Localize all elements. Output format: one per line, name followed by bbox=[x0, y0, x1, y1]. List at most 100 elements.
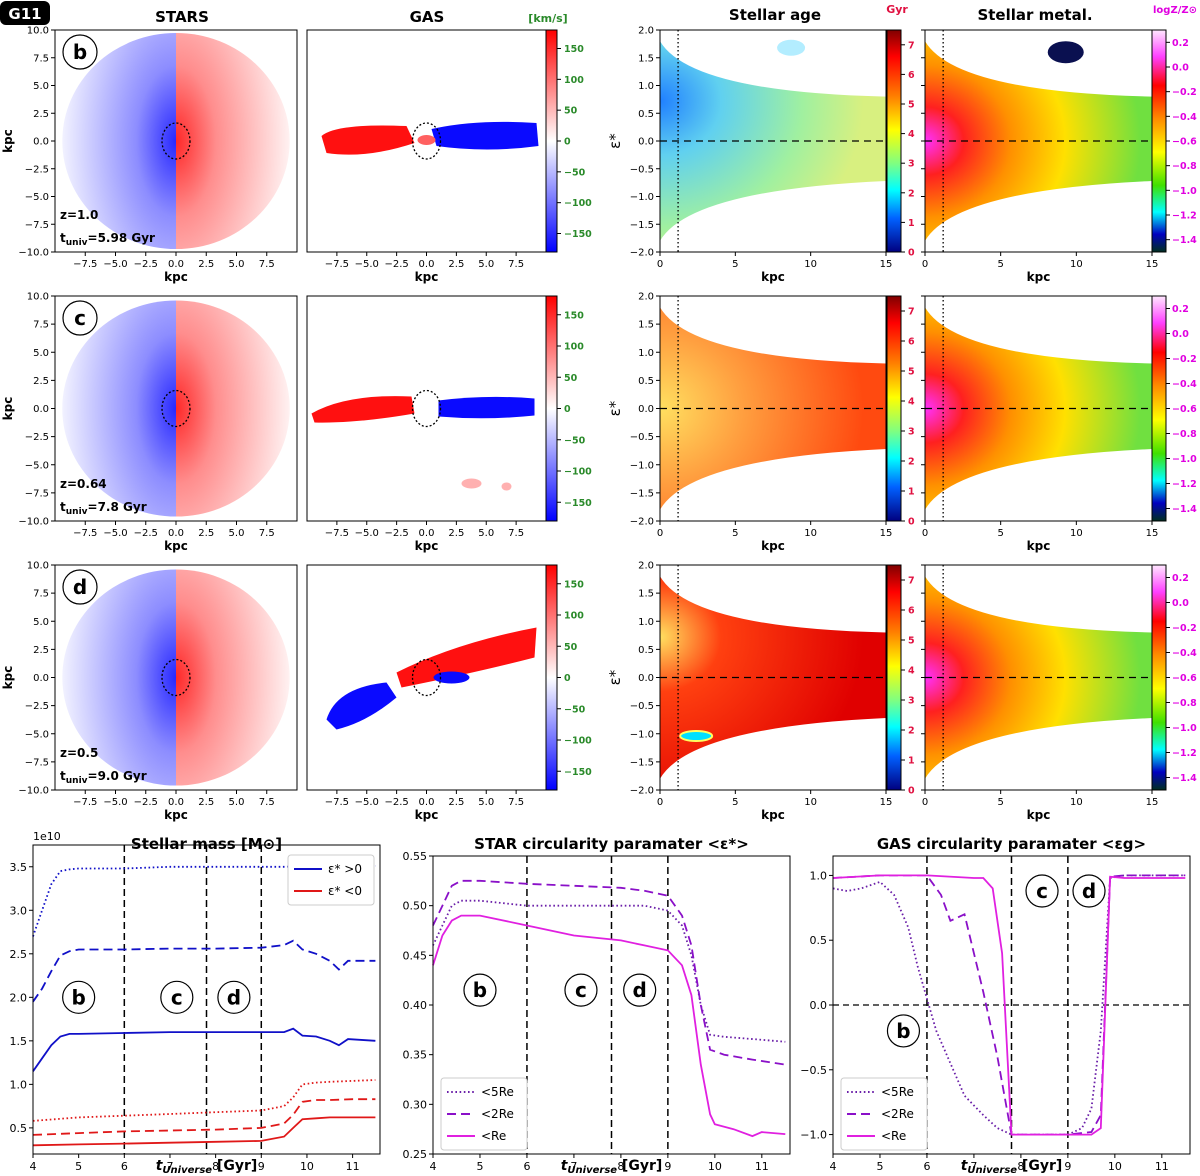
y-axis-label: kpc bbox=[1, 666, 15, 690]
snapshot-marker-circle bbox=[160, 980, 194, 1014]
series-line-6 bbox=[32, 1116, 376, 1147]
snapshot-marker-b: b bbox=[463, 973, 497, 1007]
x-tick-label: 9 bbox=[258, 1160, 265, 1173]
x-tick-label: 5.0 bbox=[478, 528, 494, 539]
x-tick-label: −7.5 bbox=[73, 797, 97, 808]
colorbar-tick-label: 3 bbox=[908, 696, 915, 707]
snapshot-marker-circle bbox=[217, 980, 251, 1014]
colorbar-tick-label: −50 bbox=[564, 435, 586, 446]
low-metal-clump bbox=[1047, 41, 1084, 64]
gas-approaching-region bbox=[438, 396, 535, 419]
x-tick-label: 5 bbox=[732, 259, 738, 270]
rotation-receding-side bbox=[176, 300, 290, 517]
metal-phase-panel: 0 5 10 15 kpc bbox=[921, 295, 1158, 553]
legend-box bbox=[440, 1077, 528, 1151]
y-tick-label: −0.5 bbox=[630, 701, 654, 712]
rotation-approaching-side bbox=[62, 300, 177, 517]
y-tick-label: −10.0 bbox=[18, 517, 49, 528]
y-tick-label: 0.0 bbox=[33, 673, 49, 684]
colorbar-tick-label: −0.2 bbox=[1172, 87, 1197, 98]
series-line-1 bbox=[832, 874, 1186, 1136]
snapshot-marker-label: d bbox=[1082, 879, 1096, 903]
stars-map-panel: 10.0 7.5 5.0 2.5 0.0 −2.5 −5.0 −7.5 −10.0 kpc −7.5… bbox=[1, 561, 298, 822]
colorbar-tick-label: −0.8 bbox=[1172, 698, 1197, 709]
y-axis-label: kpc bbox=[1, 397, 15, 421]
x-tick-label: 2.5 bbox=[448, 528, 464, 539]
x-tick-label: 0.0 bbox=[419, 797, 435, 808]
colorbar-tick-label: −50 bbox=[564, 704, 586, 715]
y-tick-label: −1.5 bbox=[630, 220, 654, 231]
y-tick-label: 0.0 bbox=[638, 137, 654, 148]
y-tick-label: −7.5 bbox=[25, 488, 49, 499]
colorbar-tick-label: −1.2 bbox=[1172, 748, 1197, 759]
effective-radius-circle bbox=[161, 389, 191, 428]
x-axis-label: kpc bbox=[415, 808, 439, 822]
legend-label: <Re bbox=[881, 1129, 906, 1143]
snapshot-marker-label: b bbox=[473, 978, 487, 1002]
gas-core bbox=[417, 135, 436, 145]
snapshot-marker-label: c bbox=[171, 985, 183, 1009]
y-tick-label: 3.5 bbox=[10, 861, 28, 874]
gas-map-panel: −7.5 −5.0 −2.5 0.0 2.5 5.0 7.5 kpc bbox=[306, 295, 547, 553]
colorbar-tick-label: 0 bbox=[564, 404, 571, 415]
x-tick-label: 5 bbox=[732, 797, 738, 808]
metal-colorbar: 0.2 0.0 −0.2 −0.4 −0.6 −0.8 −1.0 −1.2 −1.4 bbox=[1151, 564, 1197, 791]
x-tick-label: 15 bbox=[1146, 259, 1159, 270]
y-tick-label: 5.0 bbox=[33, 617, 49, 628]
column-title-metal: Stellar metal. bbox=[977, 6, 1092, 24]
x-tick-label: 0 bbox=[922, 528, 928, 539]
x-tick-label: 10 bbox=[708, 1160, 722, 1173]
legend-label: <5Re bbox=[881, 1085, 914, 1099]
y-tick-label: 0.0 bbox=[33, 137, 49, 148]
velocity-colorbar: 150 100 50 0 −50 −100 −150 bbox=[545, 564, 592, 791]
colorbar-tick-label: 2 bbox=[908, 188, 915, 199]
colorbar-tick-label: 7 bbox=[908, 40, 915, 51]
stars-map-panel: 10.0 7.5 5.0 2.5 0.0 −2.5 −5.0 −7.5 −10.0 kpc −7.5… bbox=[1, 26, 298, 284]
colorbar-tick-label: 4 bbox=[908, 397, 915, 408]
snapshot-marker-label: b bbox=[71, 985, 85, 1009]
x-tick-label: 0.0 bbox=[419, 528, 435, 539]
snapshot-marker-circle bbox=[1025, 874, 1059, 908]
gas-clump bbox=[501, 482, 512, 491]
colorbar-tick-label: −100 bbox=[564, 467, 592, 478]
x-tick-label: 7.5 bbox=[508, 259, 524, 270]
x-tick-label: 4 bbox=[430, 1160, 437, 1173]
y-tick-label: 5.0 bbox=[33, 348, 49, 359]
x-tick-label: 10 bbox=[1070, 528, 1083, 539]
snapshot-marker-circle bbox=[463, 973, 497, 1007]
y-tick-label: −2.5 bbox=[25, 701, 49, 712]
colorbar-tick-label: −0.4 bbox=[1172, 648, 1197, 659]
x-axis-label: kpc bbox=[164, 270, 188, 284]
series-line-2 bbox=[32, 939, 376, 1003]
metal-phase-panel: 0 5 10 15 kpc bbox=[921, 29, 1159, 284]
gas-receding-region bbox=[311, 396, 415, 423]
age-phase-panel: 0 5 10 15 kpc 2.0 1.5 1.0 0.5 0.0 −0.5 −1.0 −1.5 −2.0… bbox=[606, 292, 892, 554]
colorbar-tick-label: −150 bbox=[564, 767, 592, 778]
x-axis-label: tUniverse [Gyr] bbox=[561, 1158, 663, 1176]
x-tick-label: 5.0 bbox=[229, 797, 245, 808]
colorbar-tick-label: 7 bbox=[908, 307, 915, 318]
x-tick-label: 15 bbox=[880, 259, 893, 270]
colorbar-tick-label: 0.2 bbox=[1172, 304, 1189, 315]
age-colorbar: 7 6 5 4 3 2 1 0 bbox=[886, 29, 915, 259]
x-tick-label: −5.0 bbox=[103, 797, 127, 808]
colorbar-tick-label: 3 bbox=[908, 159, 915, 170]
colorbar-tick-label: 5 bbox=[908, 367, 915, 378]
x-tick-label: 7.5 bbox=[259, 259, 275, 270]
x-axis-label: kpc bbox=[761, 808, 785, 822]
colorbar-tick-label: −0.6 bbox=[1172, 673, 1197, 684]
y-tick-label: 0.0 bbox=[638, 404, 654, 415]
colorbar-tick-label: −0.2 bbox=[1172, 354, 1197, 365]
metal-colorbar: 0.2 0.0 −0.2 −0.4 −0.6 −0.8 −1.0 −1.2 −1.4 bbox=[1151, 295, 1197, 522]
snapshot-marker-c: c bbox=[160, 980, 194, 1014]
scale-label: 1e10 bbox=[33, 830, 61, 843]
effective-radius-circle bbox=[161, 658, 191, 697]
colorbar-tick-label: 0 bbox=[564, 137, 571, 148]
x-axis-label: kpc bbox=[415, 270, 439, 284]
colorbar-tick-label: −0.4 bbox=[1172, 112, 1197, 123]
x-tick-label: 5.0 bbox=[478, 259, 494, 270]
y-tick-label: 1.0 bbox=[10, 1078, 28, 1091]
x-axis-label: kpc bbox=[164, 808, 188, 822]
colorbar-tick-label: 100 bbox=[564, 342, 584, 353]
y-tick-label: 0.5 bbox=[638, 645, 654, 656]
